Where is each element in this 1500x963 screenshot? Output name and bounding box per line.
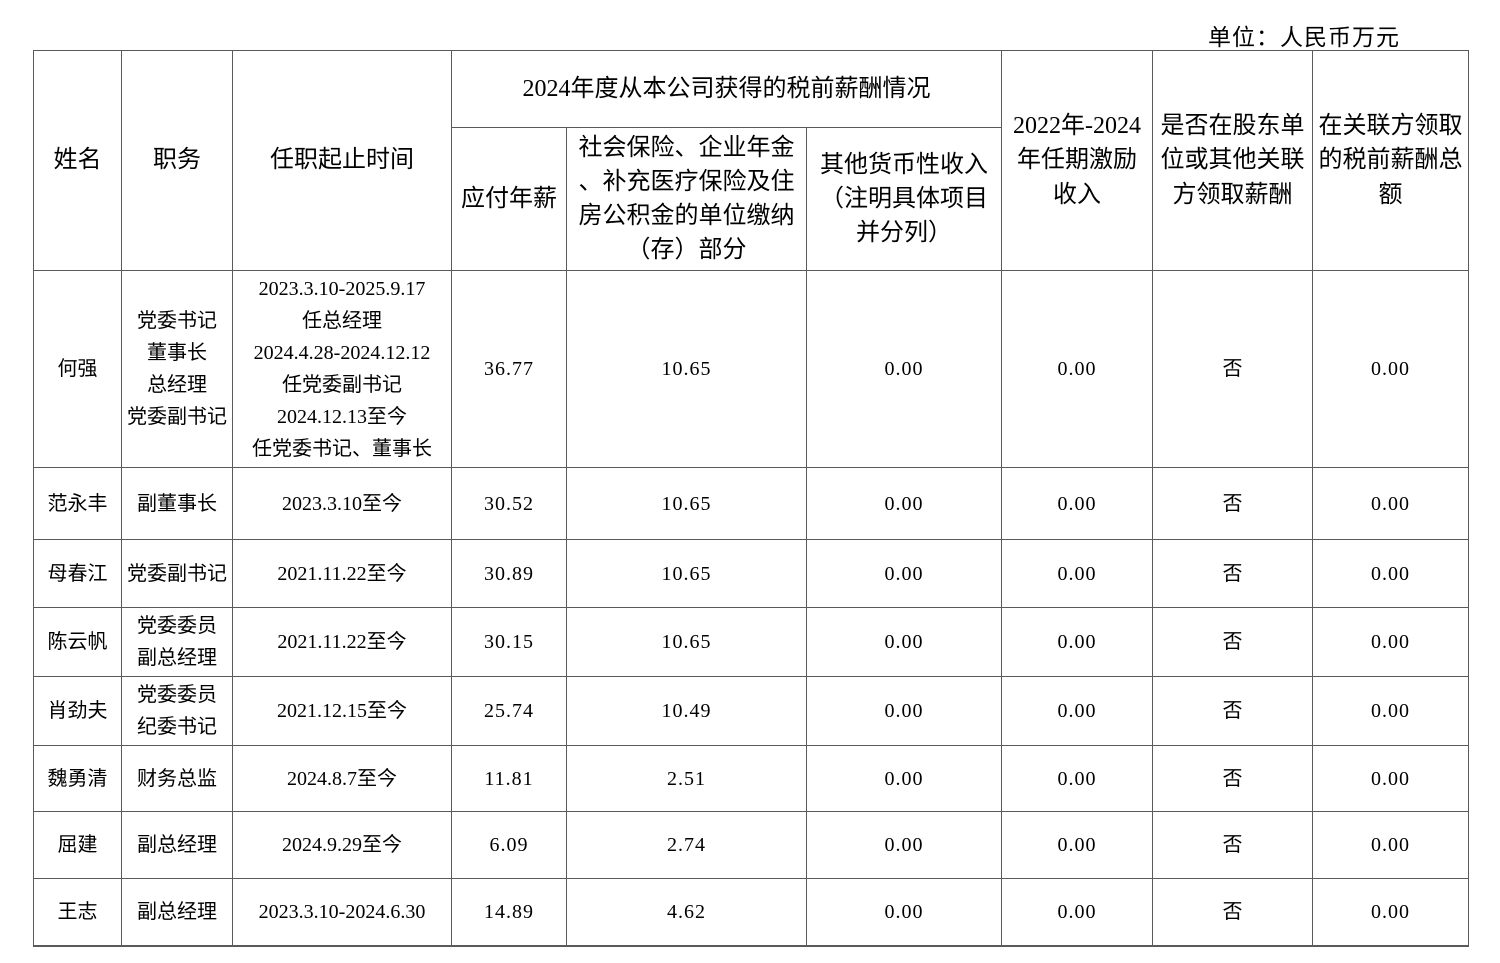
- cell-related-total: 0.00: [1312, 467, 1470, 540]
- table-row: 魏勇清 财务总监 2024.8.7至今 11.81 2.51 0.00 0.00…: [33, 745, 1470, 812]
- cell-insurance: 2.51: [566, 745, 807, 812]
- cell-position: 党委书记 董事长 总经理 党委副书记: [121, 270, 233, 468]
- cell-position: 党委副书记: [121, 539, 233, 608]
- col-header-social-insurance: 社会保险、企业年金、补充医疗保险及住房公积金的单位缴纳（存）部分: [566, 127, 807, 271]
- cell-salary: 14.89: [451, 878, 567, 947]
- table-row: 王志 副总经理 2023.3.10-2024.6.30 14.89 4.62 0…: [33, 878, 1470, 947]
- col-header-related-party-total: 在关联方领取的税前薪酬总额: [1312, 50, 1470, 271]
- cell-incentive: 0.00: [1001, 467, 1154, 540]
- cell-incentive: 0.00: [1001, 539, 1154, 608]
- cell-position: 副总经理: [121, 811, 233, 879]
- cell-position: 党委委员 副总经理: [121, 607, 233, 677]
- header-row-top: 姓名 职务 任职起止时间 2024年度从本公司获得的税前薪酬情况 2022年-2…: [33, 50, 1470, 271]
- cell-related-flag: 否: [1152, 745, 1314, 812]
- col-header-comp-2024-group: 2024年度从本公司获得的税前薪酬情况: [450, 50, 1003, 128]
- col-header-payable-salary: 应付年薪: [451, 127, 567, 271]
- cell-other-income: 0.00: [805, 676, 1003, 746]
- cell-name: 范永丰: [33, 467, 122, 540]
- cell-related-flag: 否: [1152, 539, 1314, 608]
- table-row: 陈云帆 党委委员 副总经理 2021.11.22至今 30.15 10.65 0…: [33, 607, 1470, 677]
- cell-name: 王志: [33, 878, 122, 947]
- table-row: 肖劲夫 党委委员 纪委书记 2021.12.15至今 25.74 10.49 0…: [33, 676, 1470, 746]
- unit-note: 单位：人民币万元: [1208, 25, 1400, 50]
- cell-incentive: 0.00: [1001, 745, 1154, 812]
- table-header: 姓名 职务 任职起止时间 2024年度从本公司获得的税前薪酬情况 2022年-2…: [33, 50, 1470, 271]
- cell-other-income: 0.00: [805, 745, 1003, 812]
- col-header-position: 职务: [121, 50, 233, 271]
- cell-salary: 30.15: [451, 607, 567, 677]
- cell-related-total: 0.00: [1312, 878, 1470, 947]
- cell-related-flag: 否: [1152, 878, 1314, 947]
- cell-term: 2023.3.10-2024.6.30: [232, 878, 452, 947]
- cell-other-income: 0.00: [805, 270, 1003, 468]
- cell-other-income: 0.00: [805, 467, 1003, 540]
- cell-name: 肖劲夫: [33, 676, 122, 746]
- cell-incentive: 0.00: [1001, 270, 1154, 468]
- cell-salary: 11.81: [451, 745, 567, 812]
- col-header-name: 姓名: [33, 50, 122, 271]
- cell-related-total: 0.00: [1312, 270, 1470, 468]
- cell-salary: 6.09: [451, 811, 567, 879]
- cell-related-total: 0.00: [1312, 539, 1470, 608]
- cell-insurance: 4.62: [566, 878, 807, 947]
- compensation-table: 姓名 职务 任职起止时间 2024年度从本公司获得的税前薪酬情况 2022年-2…: [33, 50, 1470, 947]
- cell-related-flag: 否: [1152, 607, 1314, 677]
- table-row: 屈建 副总经理 2024.9.29至今 6.09 2.74 0.00 0.00 …: [33, 811, 1470, 879]
- cell-name: 屈建: [33, 811, 122, 879]
- cell-related-total: 0.00: [1312, 607, 1470, 677]
- cell-salary: 30.89: [451, 539, 567, 608]
- cell-incentive: 0.00: [1001, 878, 1154, 947]
- cell-insurance: 10.65: [566, 607, 807, 677]
- cell-incentive: 0.00: [1001, 811, 1154, 879]
- cell-related-flag: 否: [1152, 811, 1314, 879]
- cell-related-flag: 否: [1152, 270, 1314, 468]
- header-row-sub: 应付年薪 社会保险、企业年金、补充医疗保险及住房公积金的单位缴纳（存）部分 其他…: [34, 127, 1469, 271]
- cell-name: 陈云帆: [33, 607, 122, 677]
- cell-name: 母春江: [33, 539, 122, 608]
- cell-other-income: 0.00: [805, 811, 1003, 879]
- cell-name: 魏勇清: [33, 745, 122, 812]
- cell-insurance: 10.49: [566, 676, 807, 746]
- cell-salary: 36.77: [451, 270, 567, 468]
- cell-salary: 25.74: [451, 676, 567, 746]
- cell-insurance: 2.74: [566, 811, 807, 879]
- col-header-related-party-paid: 是否在股东单位或其他关联方领取薪酬: [1152, 50, 1314, 271]
- cell-insurance: 10.65: [566, 270, 807, 468]
- cell-related-flag: 否: [1152, 467, 1314, 540]
- cell-related-total: 0.00: [1312, 676, 1470, 746]
- cell-term: 2024.8.7至今: [232, 745, 452, 812]
- cell-term: 2024.9.29至今: [232, 811, 452, 879]
- col-header-term-incentive: 2022年-2024年任期激励收入: [1001, 50, 1154, 271]
- col-header-term: 任职起止时间: [232, 50, 452, 271]
- cell-related-total: 0.00: [1312, 745, 1470, 812]
- cell-other-income: 0.00: [805, 878, 1003, 947]
- cell-incentive: 0.00: [1001, 676, 1154, 746]
- cell-term: 2021.11.22至今: [232, 539, 452, 608]
- cell-position: 副总经理: [121, 878, 233, 947]
- cell-insurance: 10.65: [566, 467, 807, 540]
- table-row: 范永丰 副董事长 2023.3.10至今 30.52 10.65 0.00 0.…: [33, 467, 1470, 540]
- col-header-other-monetary-income: 其他货币性收入（注明具体项目并分列）: [805, 127, 1003, 271]
- cell-related-total: 0.00: [1312, 811, 1470, 879]
- table-row: 何强 党委书记 董事长 总经理 党委副书记 2023.3.10-2025.9.1…: [33, 270, 1470, 468]
- cell-term: 2023.3.10至今: [232, 467, 452, 540]
- cell-position: 党委委员 纪委书记: [121, 676, 233, 746]
- cell-term: 2021.11.22至今: [232, 607, 452, 677]
- cell-incentive: 0.00: [1001, 607, 1154, 677]
- cell-other-income: 0.00: [805, 539, 1003, 608]
- table-row: 母春江 党委副书记 2021.11.22至今 30.89 10.65 0.00 …: [33, 539, 1470, 608]
- cell-other-income: 0.00: [805, 607, 1003, 677]
- cell-salary: 30.52: [451, 467, 567, 540]
- cell-position: 财务总监: [121, 745, 233, 812]
- cell-related-flag: 否: [1152, 676, 1314, 746]
- cell-insurance: 10.65: [566, 539, 807, 608]
- cell-position: 副董事长: [121, 467, 233, 540]
- cell-name: 何强: [33, 270, 122, 468]
- table-body: 何强 党委书记 董事长 总经理 党委副书记 2023.3.10-2025.9.1…: [33, 270, 1470, 947]
- cell-term: 2021.12.15至今: [232, 676, 452, 746]
- cell-term: 2023.3.10-2025.9.17 任总经理 2024.4.28-2024.…: [232, 270, 452, 468]
